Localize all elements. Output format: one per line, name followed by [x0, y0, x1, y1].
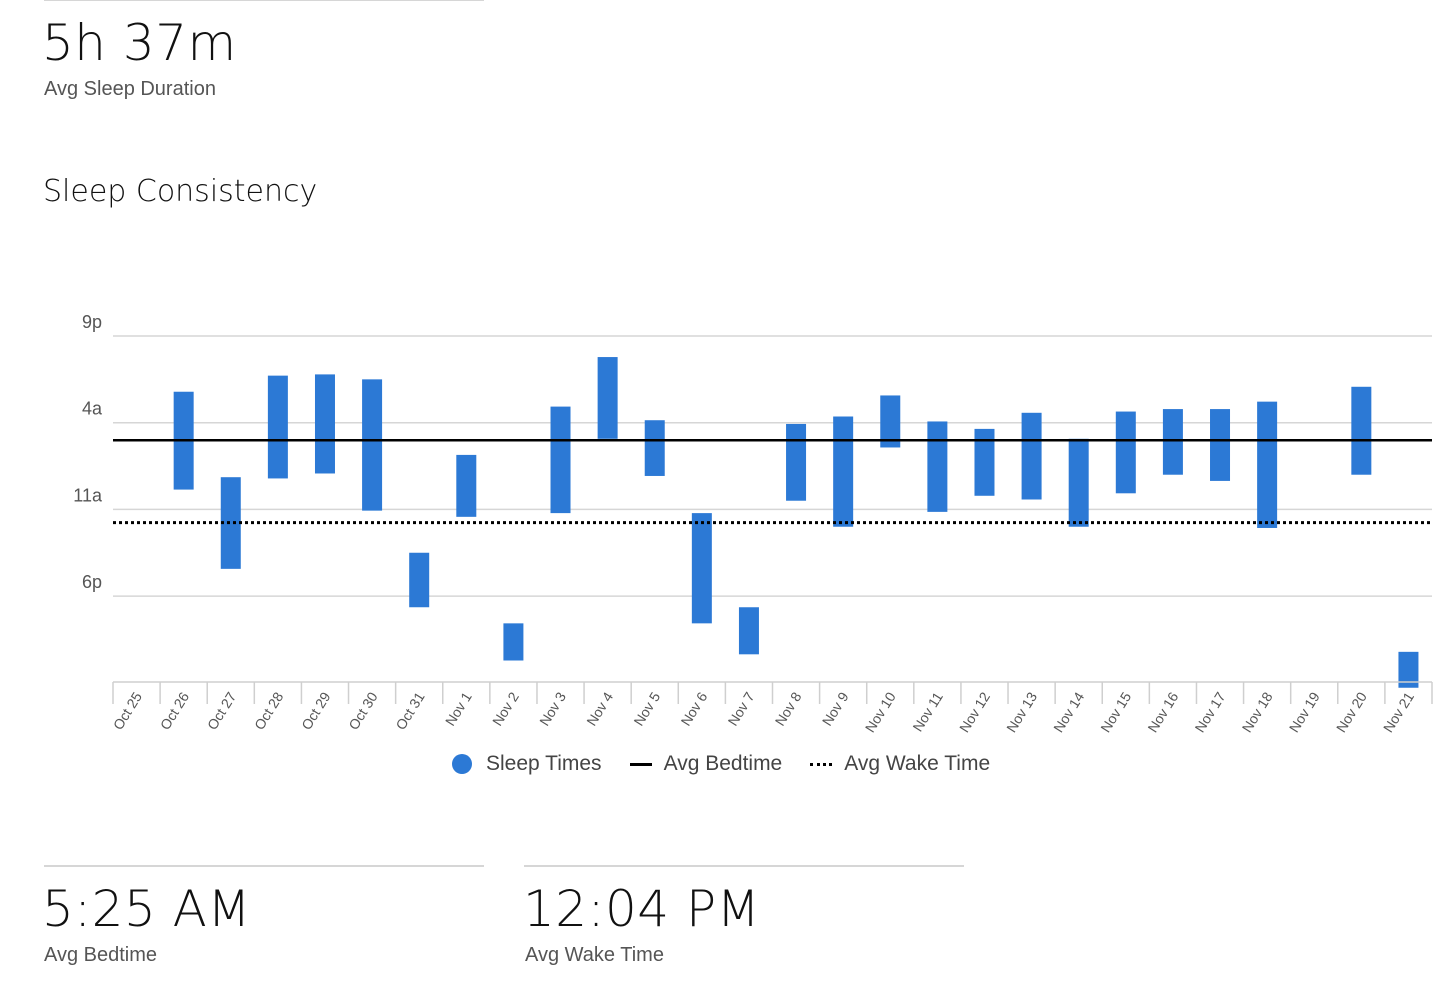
chart-legend: Sleep Times Avg Bedtime Avg Wake Time [452, 748, 1018, 780]
top-divider [44, 0, 484, 1]
legend-label-avg-wake-time: Avg Wake Time [844, 752, 991, 775]
sleep-bar [1210, 409, 1231, 481]
x-tick-label: Oct 27 [204, 689, 240, 733]
sleep-bar [550, 406, 571, 514]
sleep-bar [409, 552, 430, 608]
sleep-bar [267, 375, 288, 479]
legend-item-avg-bedtime[interactable]: Avg Bedtime [629, 752, 783, 776]
avg-wake-time-swatch [810, 762, 833, 766]
x-tick-label: Oct 25 [110, 689, 146, 733]
avg-bedtime-value: 5:25 AM [42, 880, 252, 938]
sleep-bar [880, 395, 901, 448]
x-tick-label: Oct 30 [345, 689, 381, 733]
x-tick-label: Nov 4 [583, 689, 616, 729]
x-tick-label: Nov 1 [442, 689, 475, 729]
sleep-bar [1351, 386, 1372, 475]
x-tick-label: Nov 5 [630, 689, 663, 729]
sleep-bar [786, 423, 807, 501]
y-tick-label: 9p [82, 312, 102, 332]
sleep-bar [1068, 438, 1089, 527]
sleep-bar [833, 416, 854, 527]
sleep-bar [974, 428, 995, 496]
x-tick-label: Oct 26 [157, 689, 193, 733]
sleep-bar [691, 513, 712, 624]
sleep-times-swatch [452, 754, 472, 774]
avg-bedtime-label: Avg Bedtime [44, 944, 158, 966]
x-tick-label: Nov 7 [725, 689, 758, 729]
sleep-bar [738, 607, 759, 655]
sleep-consistency-chart: 9p 4a 11a 6p Oct 25 Oct 26 Oct 27 Oct 28 Oct 29 O… [73, 312, 1433, 735]
avg-bedtime-swatch [629, 762, 652, 766]
x-tick-label: Nov 11 [909, 689, 946, 734]
x-tick-label: Nov 2 [489, 689, 522, 729]
sleep-bar [503, 623, 524, 661]
sleep-bar [1162, 409, 1183, 475]
x-tick-label: Nov 9 [819, 689, 852, 729]
x-axis [112, 681, 1433, 704]
x-tick-label: Oct 28 [251, 689, 287, 733]
bedtime-divider [44, 865, 484, 867]
x-tick-label: Nov 6 [677, 689, 710, 729]
x-tick-label: Oct 29 [298, 689, 334, 733]
sleep-bar [456, 454, 477, 517]
avg-sleep-duration-value: 5h 37m [42, 14, 237, 72]
sleep-bar [314, 374, 335, 474]
sleep-bar [644, 420, 665, 476]
y-tick-label: 6p [82, 572, 102, 592]
sleep-bar [220, 477, 241, 569]
legend-item-avg-wake-time[interactable]: Avg Wake Time [810, 752, 990, 776]
wake-time-divider [524, 865, 964, 867]
sleep-bar [597, 357, 618, 439]
legend-label-sleep-times: Sleep Times [486, 752, 602, 775]
average-lines [113, 439, 1432, 525]
bar-layer [173, 357, 1419, 688]
legend-item-sleep-times[interactable]: Sleep Times [452, 752, 602, 776]
avg-wake-time-label: Avg Wake Time [525, 944, 664, 966]
sleep-bar [927, 421, 948, 512]
avg-sleep-duration-label: Avg Sleep Duration [44, 78, 216, 100]
y-tick-label: 4a [82, 399, 103, 419]
legend-label-avg-bedtime: Avg Bedtime [663, 752, 783, 775]
grid-layer [113, 335, 1432, 597]
avg-wake-time-value: 12:04 PM [523, 880, 761, 938]
sleep-bar [362, 379, 383, 511]
x-tick-label: Nov 3 [536, 689, 569, 729]
x-tick-label: Nov 8 [772, 689, 805, 729]
sleep-bar [1021, 412, 1042, 500]
y-tick-label: 11a [73, 485, 103, 505]
x-tick-label: Oct 31 [392, 689, 428, 733]
chart-title: Sleep Consistency [43, 174, 318, 209]
sleep-bar [1115, 411, 1136, 494]
sleep-bar [1398, 651, 1419, 688]
sleep-bar [1257, 401, 1278, 528]
